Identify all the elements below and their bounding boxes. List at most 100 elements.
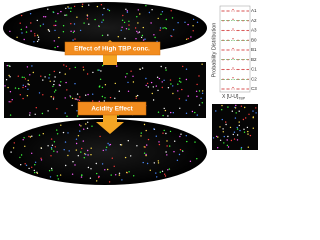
molecule [236,126,238,129]
molecule [87,166,90,169]
molecule [185,135,187,137]
molecule [26,95,29,97]
molecule [189,160,192,162]
molecule [181,150,184,152]
molecule [40,159,43,161]
molecule [160,13,162,15]
molecule [58,36,60,39]
molecule [103,100,106,102]
row-point [242,20,244,22]
molecule [149,169,151,171]
molecule [90,168,92,170]
molecule [125,28,128,30]
molecule [22,84,24,87]
molecule [252,117,254,119]
molecule [102,64,104,67]
row-point [247,39,249,41]
molecule [87,93,89,96]
molecule [164,173,166,175]
molecule [20,28,22,31]
row-label: C3 [251,86,257,91]
molecule [71,104,73,107]
molecule [64,141,67,143]
molecule [121,19,124,21]
molecule [247,133,249,135]
molecule [153,34,155,36]
molecule [178,153,181,156]
molecule [64,112,66,114]
molecule [143,146,145,148]
molecule [25,164,28,166]
molecule [121,179,123,181]
molecule [51,148,53,150]
row-point [237,49,239,51]
molecule [198,90,201,92]
molecule [72,31,75,34]
molecule [74,66,77,69]
molecule [10,151,12,153]
row-point [232,28,234,30]
molecule [53,70,55,73]
molecule [114,97,116,100]
molecule [194,111,196,114]
molecule [118,90,121,92]
molecule [37,36,40,38]
molecule [53,141,56,143]
plot-frame [219,5,251,93]
molecule [31,152,33,154]
molecule [102,149,105,152]
molecule [146,82,149,85]
molecule [152,99,155,101]
molecule [145,129,147,132]
molecule [4,85,6,87]
molecule [155,172,157,174]
molecule [82,66,85,68]
row-point [222,68,224,71]
molecule [124,156,127,159]
molecule [117,36,120,38]
molecule [57,178,59,180]
molecule [55,20,57,22]
row-point [242,68,244,71]
molecule [87,121,89,124]
row-point [247,10,249,12]
molecule [75,142,78,145]
row-point [242,39,244,41]
molecule [17,75,19,77]
molecule [42,133,44,135]
molecule [198,75,200,77]
molecule [40,147,43,149]
molecule [111,157,114,159]
molecule [100,3,103,6]
molecule [171,35,173,38]
molecule [13,142,15,144]
molecule [225,123,227,126]
inset-snapshot [212,104,258,150]
molecule [161,81,163,83]
molecule [136,16,138,18]
molecule [86,127,89,129]
molecule [73,23,76,25]
molecule [101,95,104,98]
row-point [247,29,249,32]
row-point [227,68,229,71]
molecule [104,169,106,171]
molecule [36,172,39,174]
row-point [222,29,224,32]
molecule [136,30,138,33]
row-point [237,78,239,80]
molecule [51,144,54,146]
molecule [160,65,162,68]
molecule [151,9,153,11]
row-point [242,10,244,12]
molecule [75,98,77,100]
molecule [145,154,147,157]
molecule [176,159,179,161]
molecule [187,37,189,40]
molecule [64,97,66,99]
molecule [24,163,26,165]
molecule [154,36,156,39]
molecule [135,97,137,99]
molecule [95,162,98,165]
row-label: A3 [251,28,257,33]
